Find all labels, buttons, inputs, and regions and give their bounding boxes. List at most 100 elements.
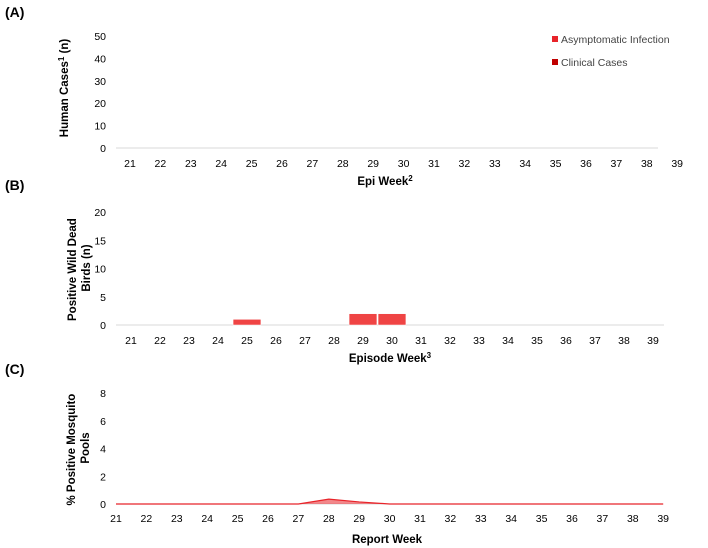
panel-a-y-tick-20: 20 [94,98,106,110]
panel-a-y-tick-10: 10 [94,121,106,133]
panel-a-x-tick-38: 38 [641,158,653,170]
panel-b-y-tick-0: 0 [100,320,106,332]
panel-c-y-tick-0: 0 [100,499,106,511]
panel-a-x-title: Epi Week2 [357,174,413,188]
panel-c-point-32 [450,503,451,504]
panel-c-x-tick-32: 32 [445,513,457,525]
panel-a-x-tick-25: 25 [246,158,258,170]
panel-c-point-26 [267,503,268,504]
panel-b-bar-30 [377,313,407,326]
panel-c-y-title: % Positive Mosquito Pools [66,390,92,505]
panel-b-x-tick-39: 39 [647,335,659,347]
panel-a-legend: Asymptomatic Infection Clinical Cases [552,34,670,69]
panel-c-x-tick-22: 22 [141,513,153,525]
panel-b-bar-29 [348,313,378,326]
panel-a-x-tick-39: 39 [671,158,683,170]
panel-c-x-tick-31: 31 [414,513,426,525]
panel-c-x-tick-34: 34 [505,513,517,525]
panel-c-y-tick-6: 6 [100,416,106,428]
panel-b-x-tick-33: 33 [473,335,485,347]
panel-c-point-24 [207,503,208,504]
panel-c-x-tick-26: 26 [262,513,274,525]
panel-b-x-ticks: 21 22 23 24 25 26 27 28 29 30 31 32 33 34 35 36 37 38 39 [125,335,659,347]
panel-a-x-tick-28: 28 [337,158,349,170]
panel-b-bar-25 [232,319,262,326]
panel-c-x-tick-25: 25 [232,513,244,525]
panel-c-x-tick-37: 37 [597,513,609,525]
panel-b-y-tick-15: 15 [94,235,106,247]
panel-b-x-tick-29: 29 [357,335,369,347]
panel-b-bars [232,313,407,326]
panel-b-y-ticks: 0 5 10 15 20 [94,207,106,332]
panel-c-x-tick-21: 21 [110,513,122,525]
panel-a-x-tick-30: 30 [398,158,410,170]
panel-b-x-tick-24: 24 [212,335,224,347]
panel-c-y-tick-2: 2 [100,471,106,483]
panel-b-x-tick-28: 28 [328,335,340,347]
panel-a-x-tick-26: 26 [276,158,288,170]
panel-a-y-tick-50: 50 [94,31,106,43]
panel-c-x-tick-33: 33 [475,513,487,525]
panel-c-x-tick-24: 24 [201,513,213,525]
panel-c-point-38 [632,503,633,504]
panel-a: (A) 0 10 20 30 40 50 21 22 23 24 25 26 27 28 29 30 31 32… [5,4,683,188]
panel-c-x-tick-23: 23 [171,513,183,525]
panel-b-x-tick-27: 27 [299,335,311,347]
panel-c-label: (C) [5,361,24,377]
panel-c-point-39 [663,503,664,504]
panel-b-x-tick-26: 26 [270,335,282,347]
panel-a-x-tick-33: 33 [489,158,501,170]
legend-swatch-clinical [552,59,558,65]
panel-b-x-tick-31: 31 [415,335,427,347]
panel-a-x-tick-27: 27 [307,158,319,170]
panel-b-y-tick-20: 20 [94,207,106,219]
panel-c-point-35 [541,503,542,504]
legend-label-asymptomatic: Asymptomatic Infection [561,34,670,46]
panel-c-point-34 [511,503,512,504]
panel-c-x-tick-30: 30 [384,513,396,525]
panel-a-x-tick-23: 23 [185,158,197,170]
legend-label-clinical: Clinical Cases [561,57,628,69]
panel-c-y-ticks: 0 2 4 6 8 [100,388,106,511]
panel-c-x-title: Report Week [352,534,423,546]
panel-c-x-tick-38: 38 [627,513,639,525]
panel-c-point-30 [389,503,390,504]
panel-c-x-tick-35: 35 [536,513,548,525]
panel-a-x-tick-34: 34 [519,158,531,170]
panel-c-point-29 [359,501,360,502]
panel-a-x-tick-22: 22 [155,158,167,170]
panel-a-x-tick-36: 36 [580,158,592,170]
panel-c-point-25 [237,503,238,504]
panel-c-point-31 [419,503,420,504]
panel-b-x-title: Episode Week3 [349,351,432,365]
panel-c-point-27 [298,503,299,504]
panel-c-point-36 [571,503,572,504]
panel-b-x-tick-25: 25 [241,335,253,347]
panel-a-x-tick-37: 37 [611,158,623,170]
panel-c-x-tick-39: 39 [657,513,669,525]
panel-c-point-37 [602,503,603,504]
panel-a-y-tick-30: 30 [94,76,106,88]
panel-a-x-tick-21: 21 [124,158,136,170]
panel-b-y-tick-10: 10 [94,264,106,276]
panel-b-x-tick-36: 36 [560,335,572,347]
panel-c-y-tick-4: 4 [100,444,106,456]
panel-b-label: (B) [5,177,24,193]
panel-b-x-tick-32: 32 [444,335,456,347]
panel-a-y-tick-0: 0 [100,143,106,155]
panel-a-label: (A) [5,4,24,20]
panel-c-point-21 [115,503,116,504]
panel-a-y-tick-40: 40 [94,53,106,65]
panel-a-x-tick-35: 35 [550,158,562,170]
panel-b-y-tick-5: 5 [100,292,106,304]
panel-c-point-33 [480,503,481,504]
panel-b-x-tick-30: 30 [386,335,398,347]
panel-b-x-tick-21: 21 [125,335,137,347]
panel-b-x-tick-35: 35 [531,335,543,347]
panel-c-x-tick-27: 27 [293,513,305,525]
panel-b: (B) 0 5 10 15 20 21 22 23 24 25 26 27 28 29 30 31 32 33 3… [5,177,664,365]
legend-swatch-asymptomatic [552,36,558,42]
panel-a-x-tick-31: 31 [428,158,440,170]
